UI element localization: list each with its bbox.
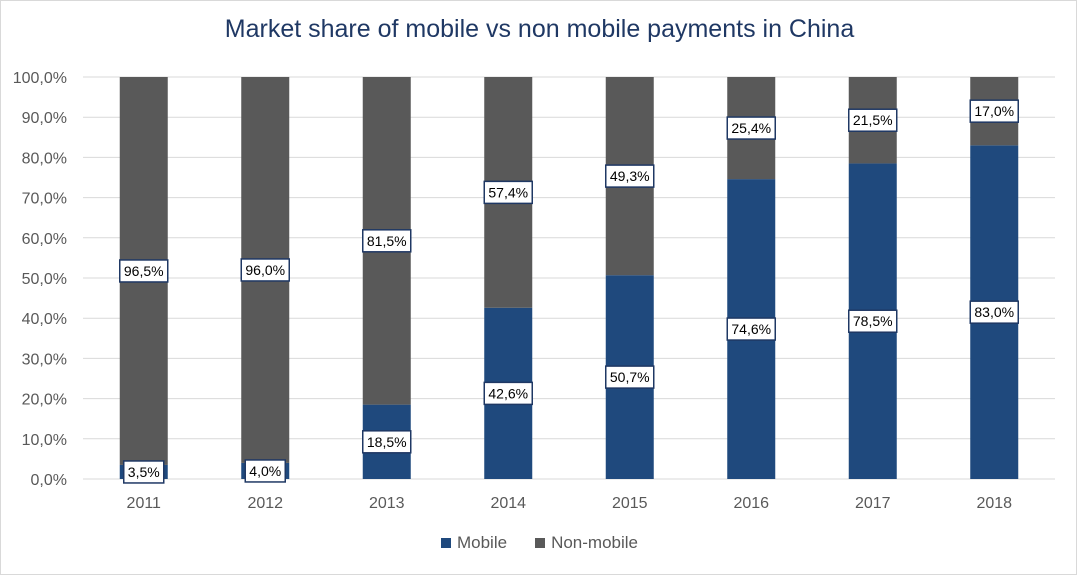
data-label-text: 83,0%	[974, 304, 1014, 320]
y-axis-ticks: 0,0% 10,0% 20,0% 30,0% 40,0% 50,0% 60,0% 70,0% 8…	[13, 70, 67, 489]
data-label-box	[848, 309, 898, 333]
data-label-non-mobile-2011: 96,5%	[119, 259, 169, 283]
data-label-mobile-2012: 4,0%	[244, 459, 286, 483]
x-tick-label: 2012	[247, 495, 283, 512]
data-label-non-mobile-2018: 17,0%	[969, 99, 1019, 123]
x-tick-label: 2015	[612, 495, 648, 512]
y-tick-label: 10,0%	[22, 432, 67, 449]
data-label-non-mobile-2012: 96,0%	[240, 258, 290, 282]
x-tick-label: 2013	[369, 495, 405, 512]
data-label-box	[123, 460, 165, 484]
data-label-box	[483, 381, 533, 406]
data-label-mobile-2015: 50,7%	[605, 365, 655, 389]
y-tick-label: 30,0%	[22, 351, 67, 368]
data-label-box	[362, 430, 412, 454]
data-label-text: 42,6%	[488, 385, 528, 401]
data-label-text: 57,4%	[488, 184, 528, 200]
chart-title: Market share of mobile vs non mobile pay…	[224, 15, 855, 43]
data-label-mobile-2017: 78,5%	[848, 309, 898, 333]
data-label-non-mobile-2014: 57,4%	[483, 180, 533, 205]
data-label-box	[969, 99, 1019, 123]
data-label-text: 49,3%	[610, 168, 650, 184]
y-tick-label: 20,0%	[22, 392, 67, 409]
data-label-box	[726, 317, 776, 341]
data-label-text: 50,7%	[610, 369, 650, 385]
data-label-text: 81,5%	[367, 233, 407, 249]
data-label-mobile-2011: 3,5%	[123, 460, 165, 484]
data-label-box	[483, 180, 533, 205]
gridlines	[83, 76, 1055, 480]
x-tick-label: 2011	[127, 495, 162, 512]
y-tick-label: 40,0%	[22, 311, 67, 328]
x-tick-label: 2018	[976, 495, 1012, 512]
data-label-text: 21,5%	[853, 112, 893, 128]
data-label-box	[119, 259, 169, 283]
data-label-box	[605, 164, 655, 188]
data-label-box	[848, 108, 898, 132]
data-label-box	[726, 116, 776, 140]
x-axis-ticks: 2011 2012 2013 2014 2015 2016 2017 2018	[127, 495, 1013, 512]
data-label-text: 96,0%	[245, 262, 285, 278]
x-tick-label: 2017	[855, 495, 891, 512]
data-label-box	[244, 459, 286, 483]
y-tick-label: 50,0%	[22, 271, 67, 288]
legend-label-non-mobile: Non-mobile	[551, 533, 639, 552]
data-label-non-mobile-2016: 25,4%	[726, 116, 776, 140]
y-tick-label: 80,0%	[22, 150, 67, 167]
x-tick-label: 2016	[733, 495, 769, 512]
y-tick-label: 90,0%	[22, 110, 67, 127]
legend-swatch-non-mobile	[535, 538, 546, 548]
data-label-mobile-2013: 18,5%	[362, 430, 412, 454]
legend-item-mobile: Mobile	[440, 533, 508, 553]
data-label-mobile-2016: 74,6%	[726, 317, 776, 341]
data-label-box	[240, 258, 290, 282]
data-label-text: 78,5%	[853, 313, 893, 329]
y-tick-label: 100,0%	[13, 70, 67, 87]
data-label-non-mobile-2017: 21,5%	[848, 108, 898, 132]
data-labels: 3,5% 96,5% 4,0% 96,0% 18,5% 81,5% 42,6% 57,4% 50…	[119, 99, 1019, 484]
data-label-text: 96,5%	[124, 263, 164, 279]
legend: Mobile Non-mobile	[1, 533, 1077, 553]
data-label-mobile-2018: 83,0%	[969, 300, 1019, 324]
data-label-box	[969, 300, 1019, 324]
data-label-text: 17,0%	[974, 103, 1014, 119]
data-label-text: 3,5%	[128, 464, 160, 480]
y-tick-label: 60,0%	[22, 231, 67, 248]
data-label-box	[362, 229, 412, 253]
data-label-mobile-2014: 42,6%	[483, 381, 533, 406]
data-label-text: 18,5%	[367, 434, 407, 450]
data-label-text: 4,0%	[249, 463, 281, 479]
y-tick-label: 0,0%	[31, 472, 67, 489]
y-tick-label: 70,0%	[22, 191, 67, 208]
legend-item-non-mobile: Non-mobile	[535, 533, 638, 553]
data-label-text: 25,4%	[731, 120, 771, 136]
legend-swatch-mobile	[440, 538, 451, 548]
data-label-box	[605, 365, 655, 389]
data-label-non-mobile-2015: 49,3%	[605, 164, 655, 188]
data-label-non-mobile-2013: 81,5%	[362, 229, 412, 253]
x-tick-label: 2014	[490, 495, 526, 512]
legend-label-mobile: Mobile	[456, 533, 508, 552]
data-label-text: 74,6%	[731, 321, 771, 337]
